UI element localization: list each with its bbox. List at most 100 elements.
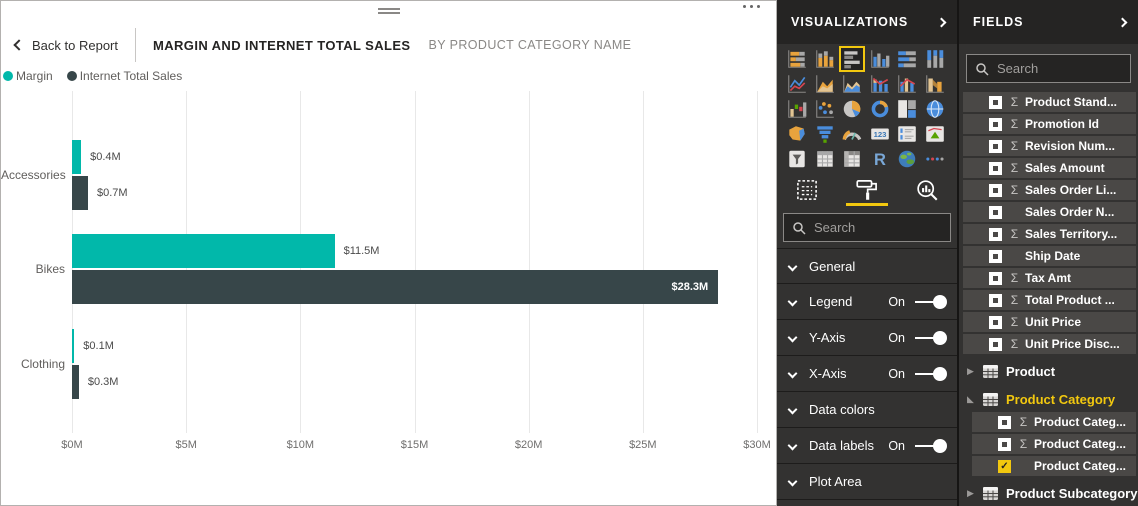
- donut-chart-icon[interactable]: [869, 98, 891, 120]
- field-item-unit-price[interactable]: Σ Unit Price: [963, 312, 1136, 332]
- report-visual-container: Back to Report MARGIN AND INTERNET TOTAL…: [0, 0, 777, 506]
- card-icon[interactable]: 123: [869, 123, 891, 145]
- field-item-promotion-id[interactable]: Σ Promotion Id: [963, 114, 1136, 134]
- visual-drag-handle[interactable]: [371, 6, 407, 16]
- treemap-icon[interactable]: [896, 98, 918, 120]
- table-icon[interactable]: [814, 148, 836, 170]
- field-item-tax-amt[interactable]: Σ Tax Amt: [963, 268, 1136, 288]
- line-chart-icon[interactable]: [786, 73, 808, 95]
- ribbon-chart-icon[interactable]: [924, 73, 946, 95]
- back-to-report-button[interactable]: Back to Report: [13, 38, 118, 53]
- fields-search-input[interactable]: [997, 61, 1107, 76]
- collapse-arrow-icon[interactable]: ▶: [967, 365, 974, 376]
- x-axis-tick-label: $25M: [629, 439, 657, 451]
- visual-more-options-icon[interactable]: [743, 5, 760, 8]
- field-checkbox[interactable]: [989, 249, 1002, 263]
- field-checkbox[interactable]: [989, 117, 1002, 131]
- arcgis-map-icon[interactable]: [896, 148, 918, 170]
- 100-stacked-column-chart-icon[interactable]: [924, 48, 946, 70]
- matrix-icon[interactable]: [841, 148, 863, 170]
- field-checkbox[interactable]: [989, 183, 1002, 197]
- format-section-y-axis[interactable]: Y-Axis On: [777, 320, 957, 356]
- bar-internet-total-sales-accessories[interactable]: [72, 176, 88, 210]
- toggle-switch[interactable]: [915, 330, 947, 345]
- field-checkbox[interactable]: [989, 315, 1002, 329]
- field-item-sales-territory-[interactable]: Σ Sales Territory...: [963, 224, 1136, 244]
- format-section-data-labels[interactable]: Data labels On: [777, 428, 957, 464]
- field-checkbox[interactable]: [998, 415, 1011, 429]
- map-icon[interactable]: [924, 98, 946, 120]
- toggle-switch[interactable]: [915, 294, 947, 309]
- field-checkbox[interactable]: [989, 205, 1002, 219]
- field-item-sales-amount[interactable]: Σ Sales Amount: [963, 158, 1136, 178]
- expand-arrow-icon[interactable]: ◣: [967, 393, 974, 404]
- toggle-switch[interactable]: [915, 366, 947, 381]
- field-checkbox[interactable]: [989, 271, 1002, 285]
- filled-map-icon[interactable]: [786, 123, 808, 145]
- format-section-x-axis[interactable]: X-Axis On: [777, 356, 957, 392]
- legend-item[interactable]: Internet Total Sales: [66, 69, 182, 83]
- field-checkbox[interactable]: [989, 293, 1002, 307]
- field-item-ship-date[interactable]: Ship Date: [963, 246, 1136, 266]
- field-checkbox[interactable]: [998, 437, 1011, 451]
- bar-margin-bikes[interactable]: [72, 234, 335, 268]
- scatter-chart-icon[interactable]: [814, 98, 836, 120]
- field-item-product-categ-[interactable]: ✓ Product Categ...: [972, 456, 1136, 476]
- table-row-product-subcategory[interactable]: ▶ Product Subcategory: [959, 480, 1138, 506]
- clustered-bar-chart-icon[interactable]: [839, 46, 865, 72]
- field-checkbox[interactable]: [989, 161, 1002, 175]
- fields-tab[interactable]: [794, 177, 820, 203]
- bar-internet-total-sales-clothing[interactable]: [72, 365, 79, 399]
- format-section-plot-area[interactable]: Plot Area: [777, 464, 957, 500]
- format-section-data-colors[interactable]: Data colors: [777, 392, 957, 428]
- field-item-product-categ-[interactable]: Σ Product Categ...: [972, 412, 1136, 432]
- slicer-icon[interactable]: [786, 148, 808, 170]
- clustered-column-chart-icon[interactable]: [869, 48, 891, 70]
- area-chart-icon[interactable]: [814, 73, 836, 95]
- x-axis-tick-label: $30M: [743, 439, 771, 451]
- pie-chart-icon[interactable]: [841, 98, 863, 120]
- format-search-input[interactable]: [814, 220, 924, 235]
- bar-internet-total-sales-bikes[interactable]: [72, 270, 719, 304]
- field-item-sales-order-li-[interactable]: Σ Sales Order Li...: [963, 180, 1136, 200]
- stacked-column-chart-icon[interactable]: [814, 48, 836, 70]
- table-row-product-category[interactable]: ◣ Product Category: [959, 386, 1138, 412]
- field-checkbox[interactable]: [989, 139, 1002, 153]
- field-name: Sales Amount: [1025, 161, 1105, 175]
- collapse-panel-icon[interactable]: [936, 17, 947, 27]
- format-section-general[interactable]: General: [777, 248, 957, 284]
- 100-stacked-bar-chart-icon[interactable]: [896, 48, 918, 70]
- field-item-product-categ-[interactable]: Σ Product Categ...: [972, 434, 1136, 454]
- toggle-switch[interactable]: [915, 438, 947, 453]
- collapse-panel-icon[interactable]: [1117, 17, 1128, 27]
- analytics-tab[interactable]: [914, 177, 940, 203]
- table-row-product[interactable]: ▶ Product: [959, 358, 1138, 384]
- bar-margin-accessories[interactable]: [72, 140, 82, 174]
- format-section-legend[interactable]: Legend On: [777, 284, 957, 320]
- bar-margin-clothing[interactable]: [72, 329, 75, 363]
- collapse-arrow-icon[interactable]: ▶: [967, 487, 974, 498]
- field-item-unit-price-disc-[interactable]: Σ Unit Price Disc...: [963, 334, 1136, 354]
- kpi-icon[interactable]: [924, 123, 946, 145]
- multi-row-card-icon[interactable]: [896, 123, 918, 145]
- field-item-total-product-[interactable]: Σ Total Product ...: [963, 290, 1136, 310]
- line-and-stacked-column-chart-icon[interactable]: [869, 73, 891, 95]
- more-options-icon[interactable]: [924, 148, 946, 170]
- field-item-product-stand-[interactable]: Σ Product Stand...: [963, 92, 1136, 112]
- field-item-sales-order-n-[interactable]: Sales Order N...: [963, 202, 1136, 222]
- r-script-icon[interactable]: R: [869, 148, 891, 170]
- line-and-clustered-column-chart-icon[interactable]: [896, 73, 918, 95]
- stacked-area-chart-icon[interactable]: [841, 73, 863, 95]
- format-tab[interactable]: [854, 177, 880, 203]
- gauge-icon[interactable]: [841, 123, 863, 145]
- field-checkbox[interactable]: ✓: [998, 459, 1011, 473]
- field-checkbox[interactable]: [989, 95, 1002, 109]
- funnel-icon[interactable]: [814, 123, 836, 145]
- stacked-bar-chart-icon[interactable]: [786, 48, 808, 70]
- toggle-state-label: On: [888, 294, 905, 309]
- field-checkbox[interactable]: [989, 337, 1002, 351]
- field-item-revision-num-[interactable]: Σ Revision Num...: [963, 136, 1136, 156]
- waterfall-chart-icon[interactable]: [786, 98, 808, 120]
- field-checkbox[interactable]: [989, 227, 1002, 241]
- legend-item[interactable]: Margin: [3, 69, 53, 83]
